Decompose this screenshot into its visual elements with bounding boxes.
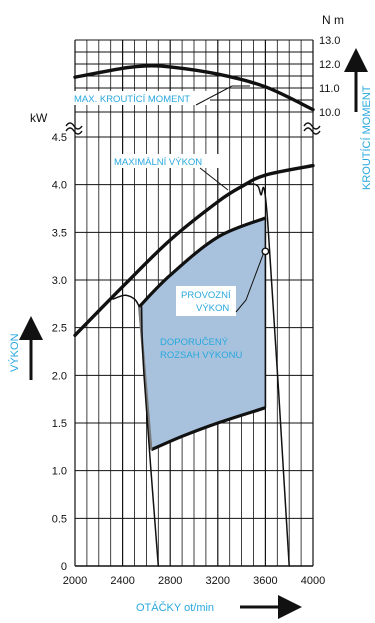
x-tick-label: 4000 (301, 575, 325, 587)
region-lower-edge (150, 406, 266, 452)
recommended-range-region (138, 216, 267, 452)
annotation-power: MAXIMÁLNÍ VÝKON (112, 154, 229, 191)
series-line-3 (240, 183, 290, 567)
y-power-tick-label: 2.0 (52, 370, 67, 382)
y-torque-tick-label: 11.0 (319, 83, 340, 95)
y-torque-tick-label: 13.0 (319, 35, 340, 47)
y-torque-tick-label: 10.0 (319, 107, 340, 119)
svg-text:MAXIMÁLNÍ VÝKON: MAXIMÁLNÍ VÝKON (114, 157, 202, 168)
operating-point (261, 247, 270, 256)
x-tick-label: 2000 (63, 575, 87, 587)
y-torque-tick-label: 12.0 (319, 59, 340, 71)
y-power-tick-label: 0.5 (52, 513, 67, 525)
tick-labels: 2000 2400 2800 3200 3600 4000 0 0.5 1.0 1.5 2.0 2.5… (52, 35, 341, 587)
x-tick-label: 3200 (206, 575, 230, 587)
axis-break-left (65, 122, 83, 135)
series-line-1 (73, 163, 315, 337)
curves (73, 64, 315, 567)
x-tick-label: 2400 (110, 575, 134, 587)
y-power-tick-label: 1.0 (52, 466, 67, 478)
x-axis-label: OTÁČKY ot/min (136, 601, 214, 614)
y-power-tick-label: 3.0 (52, 275, 67, 287)
annotation-operating: PROVOZNÍ VÝKON (176, 251, 265, 316)
series-line-4 (140, 305, 160, 567)
y-power-tick-label: 4.0 (52, 180, 67, 192)
y-left-unit: kW (30, 111, 48, 125)
svg-text:ROZSAH VÝKONU: ROZSAH VÝKONU (160, 350, 242, 361)
axis-break-right (303, 122, 321, 135)
svg-text:MAX. KROUTÍCÍ MOMENT: MAX. KROUTÍCÍ MOMENT (74, 94, 190, 105)
svg-text:PROVOZNÍ: PROVOZNÍ (181, 290, 231, 301)
series-line-2 (112, 294, 141, 308)
y-power-tick-label: 1.5 (52, 418, 67, 430)
annotation-region: DOPORUČENÝ ROZSAH VÝKONU (160, 337, 242, 361)
series-line-0 (73, 64, 315, 112)
svg-text:DOPORUČENÝ: DOPORUČENÝ (160, 337, 229, 348)
x-tick-label: 2800 (158, 575, 182, 587)
y-right-label: KROUTÍCÍ MOMENT (360, 85, 373, 190)
y-power-tick-label: 0 (61, 561, 67, 573)
y-right-unit: N m (322, 13, 344, 27)
y-power-tick-label: 2.5 (52, 323, 67, 335)
svg-text:VÝKON: VÝKON (196, 303, 229, 314)
region-upper-edge (138, 216, 267, 308)
axis-decorations (19, 48, 368, 619)
y-left-label: VÝKON (8, 333, 21, 372)
y-power-tick-label: 4.5 (52, 132, 67, 144)
y-power-tick-label: 3.5 (52, 227, 67, 239)
x-tick-label: 3600 (253, 575, 277, 587)
annotation-torque: MAX. KROUTÍCÍ MOMENT (72, 85, 250, 106)
